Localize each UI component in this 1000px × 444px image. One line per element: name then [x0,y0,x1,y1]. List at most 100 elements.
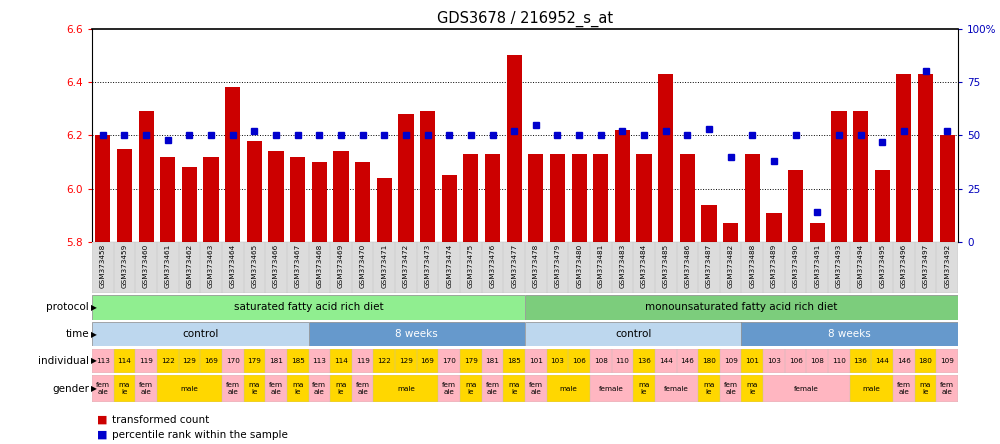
Text: GSM373485: GSM373485 [663,243,669,288]
Text: GSM373487: GSM373487 [706,243,712,288]
Bar [312,162,327,242]
Text: ▶: ▶ [91,384,97,393]
Bar [723,223,738,242]
Text: fem
ale: fem ale [724,382,738,395]
Text: 122: 122 [161,358,175,364]
Text: GSM373469: GSM373469 [338,243,344,288]
Bar [247,141,262,242]
Text: 180: 180 [702,358,716,364]
Text: percentile rank within the sample: percentile rank within the sample [112,430,288,440]
Text: ▶: ▶ [91,356,97,365]
Text: female: female [599,385,624,392]
Text: GSM373473: GSM373473 [425,243,431,288]
Text: fem
ale: fem ale [226,382,240,395]
Text: GSM373477: GSM373477 [511,243,517,288]
Text: 113: 113 [312,358,326,364]
Text: 170: 170 [226,358,240,364]
Text: 109: 109 [940,358,954,364]
Text: GSM373470: GSM373470 [360,243,366,288]
Text: ma
le: ma le [465,382,477,395]
Text: GSM373459: GSM373459 [121,243,127,288]
Text: fem
ale: fem ale [96,382,110,395]
Text: transformed count: transformed count [112,415,209,424]
Bar [701,205,717,242]
Bar [507,56,522,242]
Bar [182,167,197,242]
Text: fem
ale: fem ale [269,382,283,395]
Text: 136: 136 [637,358,651,364]
Text: 119: 119 [356,358,370,364]
Bar [680,154,695,242]
Text: ma
le: ma le [119,382,130,395]
Text: GSM373462: GSM373462 [186,243,192,288]
Text: 108: 108 [594,358,608,364]
Text: ma
le: ma le [747,382,758,395]
Bar [918,74,933,242]
Text: ma
le: ma le [249,382,260,395]
Text: male: male [559,385,577,392]
Text: 180: 180 [919,358,932,364]
Bar [442,175,457,242]
Text: GSM373472: GSM373472 [403,243,409,288]
Text: male: male [862,385,880,392]
Text: 129: 129 [399,358,413,364]
Bar [810,223,825,242]
Text: GSM373494: GSM373494 [858,243,864,288]
Bar [636,154,652,242]
Text: 170: 170 [442,358,456,364]
Text: control: control [182,329,218,339]
Text: 144: 144 [659,358,673,364]
Text: GSM373481: GSM373481 [598,243,604,288]
Text: GSM373461: GSM373461 [165,243,171,288]
Text: GSM373486: GSM373486 [684,243,690,288]
Text: 114: 114 [118,358,131,364]
Text: 110: 110 [615,358,629,364]
Text: GSM373476: GSM373476 [490,243,496,288]
Text: GSM373464: GSM373464 [230,243,236,288]
Text: 113: 113 [96,358,110,364]
Bar [420,111,435,242]
Bar [615,130,630,242]
Bar [268,151,284,242]
Text: GSM373488: GSM373488 [749,243,755,288]
Bar [831,111,847,242]
Bar [572,154,587,242]
Text: GSM373465: GSM373465 [251,243,257,288]
Text: control: control [615,329,651,339]
Text: GSM373490: GSM373490 [793,243,799,288]
Text: male: male [180,385,198,392]
Bar [463,154,478,242]
Text: fem
ale: fem ale [940,382,954,395]
Text: ma
le: ma le [335,382,347,395]
Text: ma
le: ma le [920,382,931,395]
Text: 146: 146 [897,358,911,364]
Text: 129: 129 [182,358,196,364]
Text: GSM373489: GSM373489 [771,243,777,288]
Text: 136: 136 [854,358,868,364]
Text: fem
ale: fem ale [139,382,153,395]
Bar [853,111,868,242]
Text: 146: 146 [680,358,694,364]
Text: 185: 185 [507,358,521,364]
Text: GSM373492: GSM373492 [944,243,950,288]
Text: GSM373463: GSM373463 [208,243,214,288]
Text: 169: 169 [204,358,218,364]
Bar [95,135,110,242]
Text: GSM373493: GSM373493 [836,243,842,288]
Text: 101: 101 [529,358,543,364]
Text: GSM373480: GSM373480 [576,243,582,288]
Text: 119: 119 [139,358,153,364]
Text: GSM373482: GSM373482 [728,243,734,288]
Bar [658,74,673,242]
Text: gender: gender [52,384,89,393]
Text: 8 weeks: 8 weeks [828,329,871,339]
Bar [203,157,219,242]
Bar [745,154,760,242]
Text: 106: 106 [572,358,586,364]
Text: GSM373483: GSM373483 [619,243,625,288]
Text: 179: 179 [464,358,478,364]
Text: monounsaturated fatty acid rich diet: monounsaturated fatty acid rich diet [645,302,838,313]
Text: 169: 169 [421,358,435,364]
Text: GSM373478: GSM373478 [533,243,539,288]
Text: individual: individual [38,356,89,366]
